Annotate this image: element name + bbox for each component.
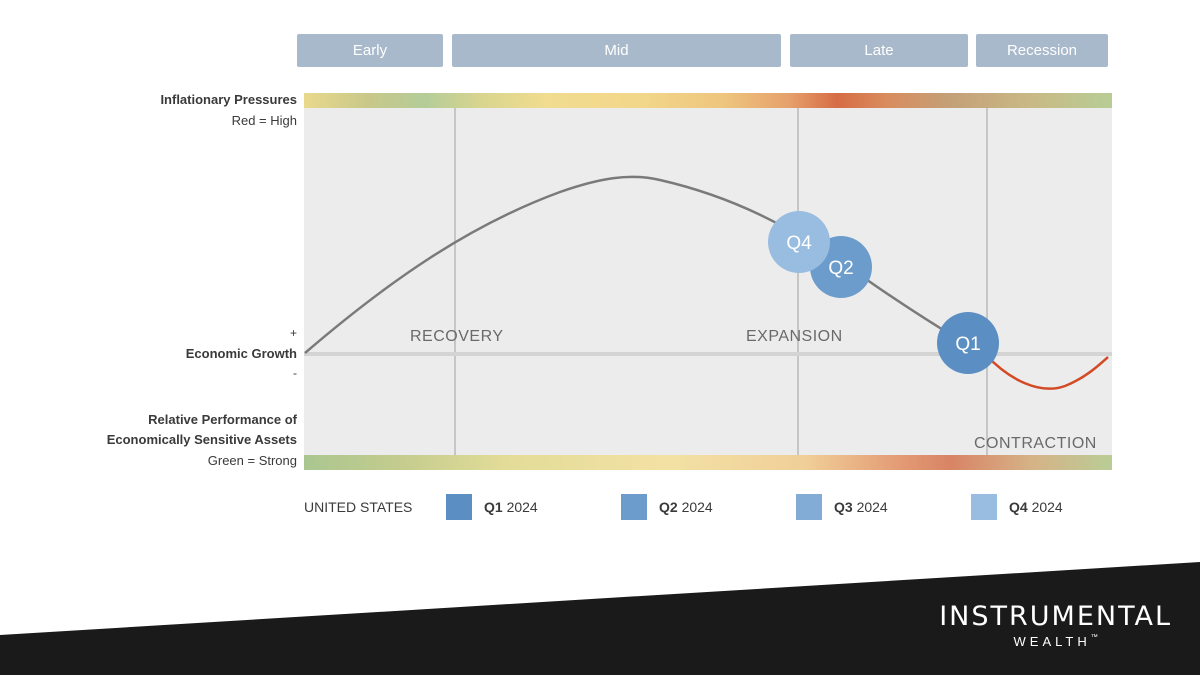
brand-name: INSTRUMENTAL [939, 601, 1172, 632]
legend-item-q1: Q1 2024 [446, 494, 538, 520]
phase-mid-tab: Mid [452, 34, 781, 67]
inflation-subtitle: Red = High [231, 113, 297, 128]
legend-item-q2: Q2 2024 [621, 494, 713, 520]
legend-q1-year: 2024 [506, 499, 538, 515]
inflation-gradient-band [304, 93, 1112, 108]
cycle-curve [304, 175, 988, 358]
legend-swatch-q2 [621, 494, 647, 520]
legend-q2-quarter: Q2 [659, 499, 678, 515]
legend-q4-quarter: Q4 [1009, 499, 1028, 515]
performance-title-line2: Economically Sensitive Assets [106, 432, 297, 447]
growth-label: Economic Growth [185, 346, 297, 361]
brand-trademark: ™ [1090, 634, 1098, 641]
brand-logo: INSTRUMENTAL WEALTH™ [939, 601, 1172, 649]
legend-q2-year: 2024 [681, 499, 713, 515]
phase-recession-tab: Recession [976, 34, 1108, 67]
legend-q3-quarter: Q3 [834, 499, 853, 515]
plot-area [304, 108, 1112, 455]
legend-item-q3: Q3 2024 [796, 494, 888, 520]
performance-title-line1: Relative Performance of [148, 412, 297, 427]
region-recovery-label: RECOVERY [410, 328, 504, 345]
growth-plus-sign: + [289, 326, 297, 340]
marker-q1: Q1 [937, 312, 999, 374]
marker-q1-circle [937, 312, 999, 374]
recession-curve [986, 355, 1109, 390]
brand-sub: WEALTH [1013, 634, 1091, 649]
legend-country: UNITED STATES [304, 494, 412, 520]
legend-item-q4: Q4 2024 [971, 494, 1063, 520]
region-contraction-label: CONTRACTION [974, 435, 1097, 452]
marker-q2-label: Q2 [828, 258, 853, 279]
legend-swatch-q4 [971, 494, 997, 520]
phase-early-tab: Early [297, 34, 443, 67]
marker-q1-label: Q1 [955, 334, 980, 355]
performance-subtitle: Green = Strong [207, 453, 297, 468]
marker-q4-label: Q4 [786, 233, 812, 254]
region-expansion-label: EXPANSION [746, 328, 843, 345]
phase-late-tab: Late [790, 34, 968, 67]
performance-gradient-band [304, 455, 1112, 470]
marker-q4: Q4 [768, 211, 830, 273]
legend-swatch-q3 [796, 494, 822, 520]
growth-minus-sign: - [293, 366, 297, 380]
legend-q4-year: 2024 [1031, 499, 1063, 515]
inflation-title: Inflationary Pressures [160, 92, 297, 107]
marker-q4-circle [768, 211, 830, 273]
legend-country-label: UNITED STATES [304, 499, 413, 515]
legend-q1-quarter: Q1 [484, 499, 503, 515]
legend-q3-year: 2024 [856, 499, 888, 515]
footer-band [0, 562, 1200, 675]
legend-swatch-q1 [446, 494, 472, 520]
